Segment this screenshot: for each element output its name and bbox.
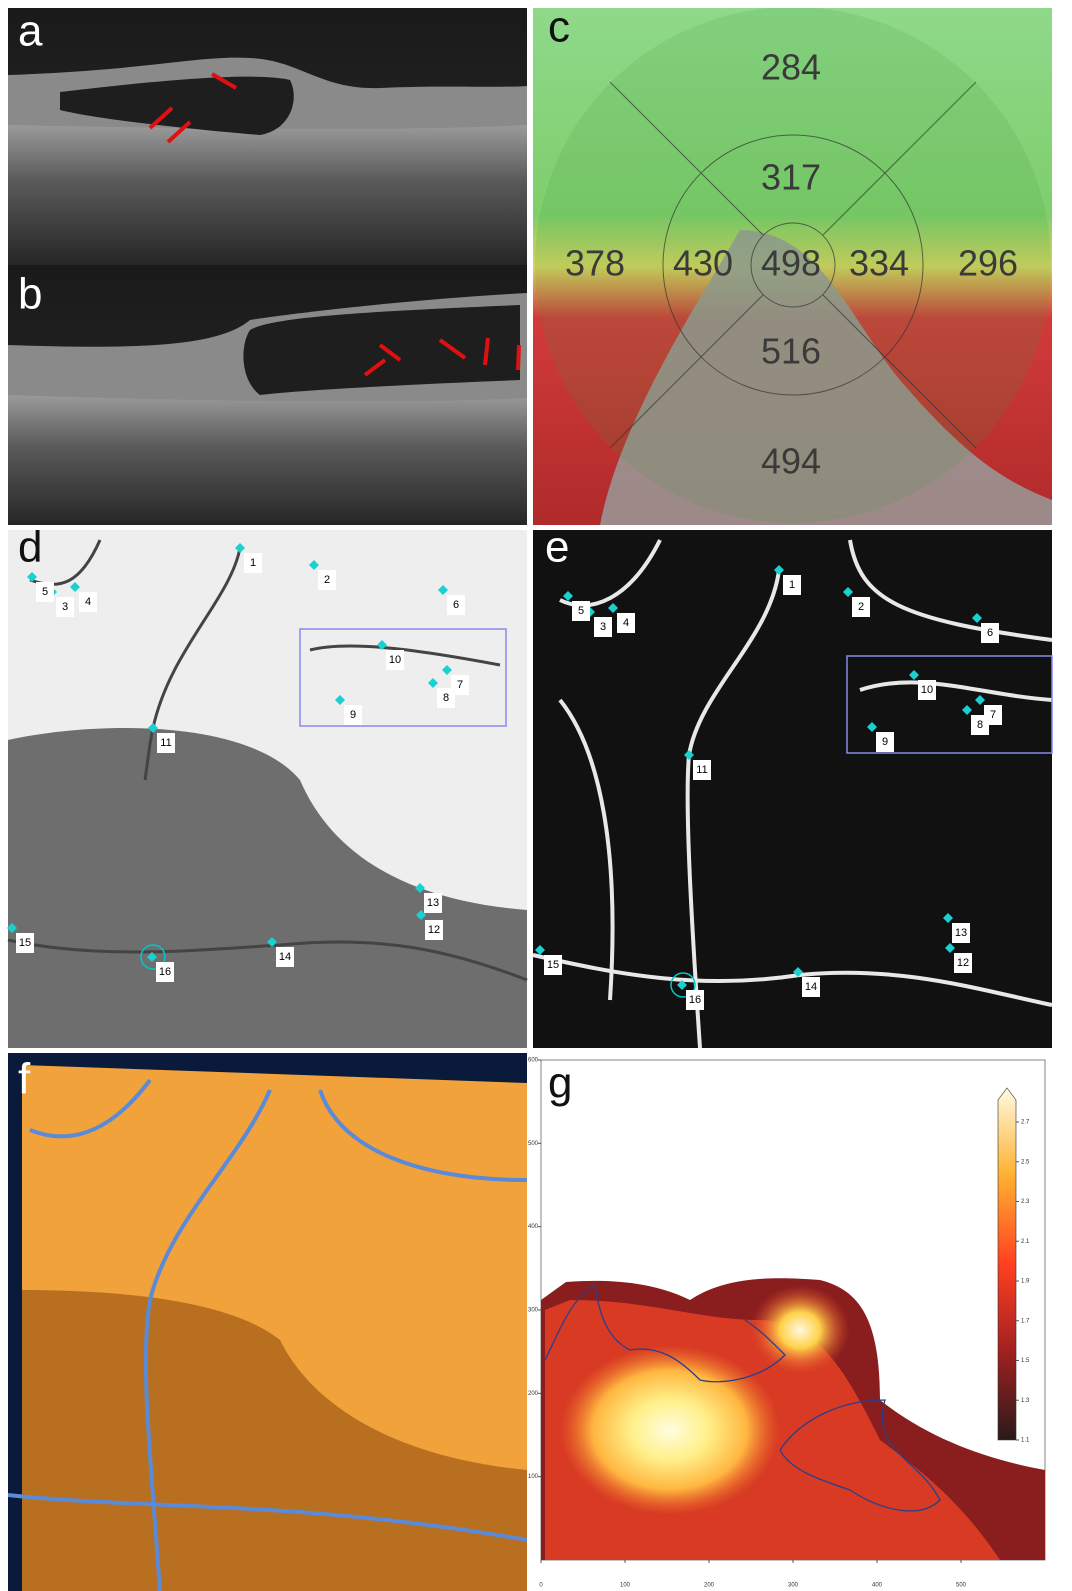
- landmark-label: 4: [85, 596, 91, 608]
- landmark-label: 15: [547, 959, 559, 971]
- landmark-label: 11: [160, 737, 171, 749]
- thickness-value: 296: [958, 243, 1018, 284]
- landmark-label: 8: [977, 719, 983, 731]
- landmark-label: 12: [957, 957, 969, 969]
- panel-label: d: [18, 523, 42, 572]
- x-tick-label: 400: [872, 1583, 883, 1589]
- landmark-label: 14: [279, 951, 291, 963]
- thickness-value: 378: [565, 243, 625, 284]
- landmark-label: 13: [427, 897, 439, 909]
- landmark-label: 2: [324, 574, 330, 586]
- landmark-label: 14: [805, 981, 817, 993]
- panel-g: 01002003004005001002003004005006001.11.3…: [528, 1053, 1052, 1591]
- figure: 01002003004005001002003004005006001.11.3…: [0, 0, 1072, 1591]
- thickness-value: 494: [761, 441, 821, 482]
- colorbar-tick-label: 2.1: [1021, 1239, 1030, 1245]
- colorbar-tick-label: 1.5: [1021, 1358, 1030, 1364]
- panel-b: [8, 265, 527, 525]
- landmark-label: 10: [921, 684, 933, 696]
- colorbar-tick-label: 2.3: [1021, 1199, 1030, 1205]
- landmark-label: 12: [428, 924, 440, 936]
- landmark-label: 1: [789, 579, 795, 591]
- y-tick-label: 600: [528, 1058, 539, 1064]
- landmark-label: 8: [443, 692, 449, 704]
- landmark-label: 7: [990, 709, 996, 721]
- landmark-label: 9: [882, 736, 888, 748]
- landmark-label: 15: [19, 937, 31, 949]
- x-tick-label: 200: [704, 1583, 715, 1589]
- y-tick-label: 200: [528, 1391, 539, 1397]
- panel-label: g: [548, 1059, 572, 1108]
- landmark-label: 6: [453, 599, 459, 611]
- landmark-label: 10: [389, 654, 401, 666]
- thickness-value: 516: [761, 331, 821, 372]
- landmark-label: 7: [457, 679, 463, 691]
- landmark-label: 4: [623, 617, 629, 629]
- x-tick-label: 100: [620, 1583, 631, 1589]
- landmark-label: 16: [159, 966, 171, 978]
- landmark-label: 3: [62, 601, 68, 613]
- y-tick-label: 500: [528, 1141, 539, 1147]
- thickness-value: 317: [761, 157, 821, 198]
- colorbar-tick-label: 2.5: [1021, 1159, 1030, 1165]
- thickness-value: 284: [761, 47, 821, 88]
- panel-label: a: [18, 7, 43, 56]
- x-tick-label: 500: [956, 1583, 967, 1589]
- landmark-label: 13: [955, 927, 967, 939]
- y-tick-label: 300: [528, 1308, 539, 1314]
- landmark-label: 16: [689, 994, 701, 1006]
- panel-label: f: [18, 1055, 31, 1104]
- thickness-value: 430: [673, 243, 733, 284]
- panel-label: b: [18, 270, 42, 319]
- y-tick-label: 400: [528, 1224, 539, 1230]
- thickness-value: 498: [761, 243, 821, 284]
- colorbar-tick-label: 2.7: [1021, 1120, 1030, 1126]
- panel-label: c: [548, 3, 570, 52]
- landmark-label: 9: [350, 709, 356, 721]
- colorbar-tick-label: 1.3: [1021, 1398, 1030, 1404]
- thickness-value: 334: [849, 243, 909, 284]
- panel-f: [8, 1053, 527, 1591]
- landmark-label: 11: [696, 764, 707, 776]
- y-tick-label: 100: [528, 1474, 539, 1480]
- landmark-label: 6: [987, 627, 993, 639]
- landmark-label: 5: [42, 586, 48, 598]
- colorbar-tick-label: 1.7: [1021, 1318, 1030, 1324]
- colorbar-tick-label: 1.9: [1021, 1279, 1030, 1285]
- panel-label: e: [545, 523, 569, 572]
- landmark-label: 3: [600, 621, 606, 633]
- x-tick-label: 300: [788, 1583, 799, 1589]
- panel-a: [8, 8, 527, 265]
- landmark-label: 2: [858, 601, 864, 613]
- landmark-label: 5: [578, 605, 584, 617]
- landmark-label: 1: [250, 557, 256, 569]
- colorbar-tick-label: 1.1: [1021, 1438, 1030, 1444]
